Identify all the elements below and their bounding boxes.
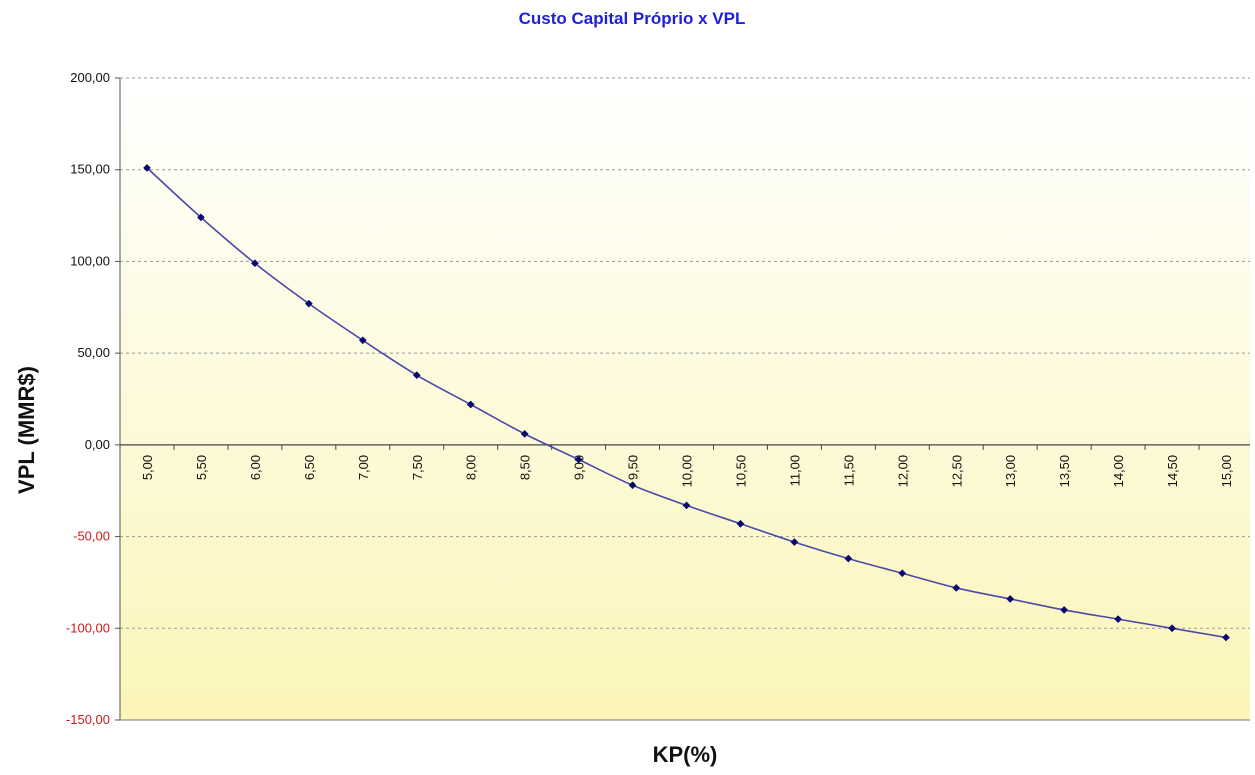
x-tick-label: 5,00	[140, 455, 155, 480]
data-point	[304, 299, 313, 308]
data-point	[1060, 605, 1069, 614]
y-tick-label: -150,00	[66, 712, 110, 727]
x-tick-label: 11,00	[787, 455, 802, 487]
x-tick-label: 8,50	[518, 455, 533, 480]
data-point	[1168, 624, 1177, 633]
data-point	[898, 569, 907, 578]
data-point	[628, 481, 637, 490]
x-tick-label: 14,00	[1111, 455, 1126, 488]
x-tick-label: 7,50	[410, 455, 425, 480]
data-point	[574, 455, 583, 464]
x-tick-label: 15,00	[1219, 455, 1234, 488]
x-tick-label: 11,50	[841, 455, 856, 487]
data-point	[1006, 594, 1015, 603]
y-tick-label: 150,00	[70, 162, 110, 177]
data-point	[520, 429, 529, 438]
x-tick-label: 12,00	[895, 455, 910, 488]
y-tick-label: 0,00	[85, 437, 110, 452]
data-point	[466, 400, 475, 409]
plot-area	[120, 78, 1250, 720]
x-tick-label: 12,50	[949, 455, 964, 488]
x-tick-label: 6,00	[248, 455, 263, 480]
data-point	[1114, 615, 1123, 624]
x-tick-label: 14,50	[1165, 455, 1180, 488]
data-point	[250, 259, 259, 268]
y-axis-label: VPL (MMR$)	[14, 366, 39, 494]
y-tick-label: 200,00	[70, 70, 110, 85]
data-point	[736, 519, 745, 528]
data-point	[143, 163, 151, 172]
x-tick-label: 10,00	[680, 455, 695, 488]
x-axis-label: KP(%)	[653, 742, 718, 767]
data-point	[1222, 633, 1230, 642]
x-tick-label: 13,50	[1057, 455, 1072, 488]
x-tick-label: 9,50	[626, 455, 641, 480]
x-tick-label: 5,50	[194, 455, 209, 480]
data-point	[358, 336, 367, 345]
data-point	[682, 501, 691, 510]
x-tick-label: 6,50	[302, 455, 317, 480]
x-tick-label: 8,00	[464, 455, 479, 480]
x-tick-label: 13,00	[1003, 455, 1018, 488]
y-tick-label: 50,00	[77, 345, 110, 360]
data-point	[844, 554, 853, 563]
data-point	[196, 213, 205, 222]
y-tick-label: -100,00	[66, 620, 110, 635]
x-tick-label: 10,50	[733, 455, 748, 488]
y-tick-label: -50,00	[73, 529, 110, 544]
data-point	[952, 583, 961, 592]
x-tick-label: 7,00	[356, 455, 371, 480]
data-point	[790, 538, 799, 547]
y-tick-label: 100,00	[70, 253, 110, 268]
chart-title: Custo Capital Próprio x VPL	[519, 9, 746, 28]
data-point	[412, 371, 421, 380]
